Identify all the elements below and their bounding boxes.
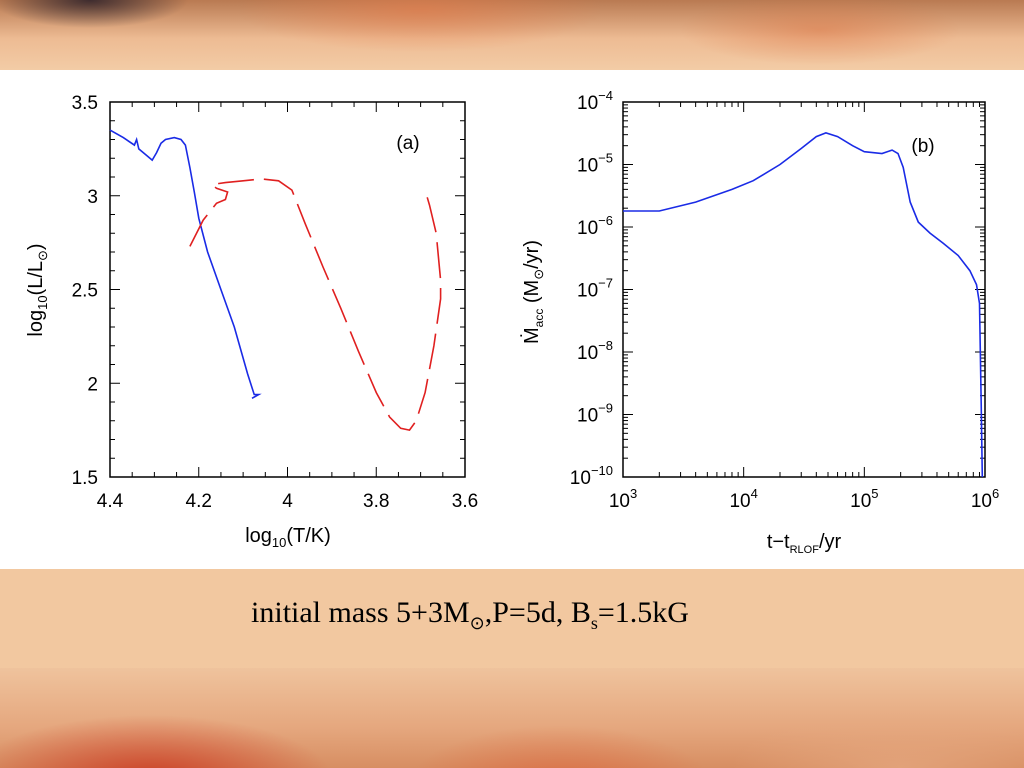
- chart-a-y-tick-label: 2.5: [72, 281, 98, 302]
- chart-b-y-tick-label: 10−9: [577, 401, 613, 427]
- chart-a-x-tick-label: 3.6: [452, 491, 478, 512]
- chart-b-xlabel: t−tRLOF/yr: [767, 531, 842, 556]
- chart-a-x-tick-label: 4.2: [186, 491, 212, 512]
- chart-b-series: [623, 132, 984, 478]
- chart-b: 103 104 105 106 10−10 10−9 10−8 10−7 10−6 10−5 10−…: [520, 88, 999, 556]
- chart-a: 4.4 4.2 4 3.8 3.61.522.533.5 (a) log10(T/K) …: [25, 93, 478, 550]
- chart-a-y-tick-label: 2: [87, 374, 98, 395]
- chart-a-y-tick-label: 3.5: [72, 93, 98, 114]
- chart-b-x-tick-label: 106: [971, 486, 999, 512]
- chart-b-x-tick-label: 103: [609, 486, 637, 512]
- caption-subscript-s: s: [590, 613, 598, 633]
- background-bottom-decoration: [0, 668, 1024, 768]
- chart-a-series-red-line: [189, 178, 442, 431]
- chart-a-x-tick-label: 4: [282, 491, 293, 512]
- chart-b-panel-label: (b): [911, 136, 934, 157]
- caption-prefix: initial mass 5+3M: [251, 596, 470, 629]
- chart-b-y-tick-label: 10−5: [577, 151, 613, 177]
- chart-b-y-tick-label: 10−4: [577, 88, 613, 114]
- chart-b-x-tick-label: 104: [729, 486, 757, 512]
- chart-a-series-blue-line: [109, 129, 262, 399]
- figure-panel: 4.4 4.2 4 3.8 3.6 1.5 2 2.5 3 3.5 (a) log10(T/K) …: [0, 70, 1024, 569]
- chart-a-y-tick-label: 3: [87, 187, 98, 208]
- chart-b-y-tick-label: 10−8: [577, 338, 613, 364]
- caption-middle: ,P=5d, B: [484, 596, 591, 629]
- chart-a-x-tick-label: 3.8: [363, 491, 389, 512]
- chart-a-ticks: 4.4 4.2 4 3.8 3.6 1.5 2 2.5 3 3.5: [72, 93, 479, 512]
- chart-b-y-tick-label: 10−10: [570, 463, 613, 489]
- chart-a-ylabel: log10(L/L⊙): [25, 243, 50, 336]
- chart-a-x-tick-label: 4.4: [97, 491, 124, 512]
- chart-a-frame: [109, 101, 466, 478]
- chart-a-series: [109, 129, 442, 431]
- background-top-decoration: [0, 0, 1024, 70]
- caption-suffix: =1.5kG: [597, 596, 689, 629]
- figure-svg: 4.4 4.2 4 3.8 3.61.522.533.5 (a) log10(T/K) …: [25, 88, 999, 556]
- caption-band: [0, 569, 1024, 668]
- figure-caption: initial mass 5+3M⊙,P=5d, Bs=1.5kG: [0, 596, 940, 634]
- chart-b-y-tick-label: 10−6: [577, 213, 613, 239]
- chart-b-ticks: 103 104 105 106 10−10 10−9 10−8 10−7 10−6 10−5 10−…: [570, 88, 999, 512]
- chart-b-x-tick-label: 105: [850, 486, 878, 512]
- chart-b-frame: [622, 101, 986, 478]
- chart-a-y-tick-label: 1.5: [72, 468, 98, 489]
- chart-b-ylabel: Ṁacc (M⊙/yr): [520, 240, 546, 344]
- caption-sun-symbol: ⊙: [469, 613, 485, 633]
- chart-b-series-blue-line: [623, 132, 984, 478]
- chart-a-xlabel: log10(T/K): [245, 525, 331, 550]
- chart-b-y-tick-label: 10−7: [577, 276, 613, 302]
- chart-a-panel-label: (a): [396, 133, 419, 154]
